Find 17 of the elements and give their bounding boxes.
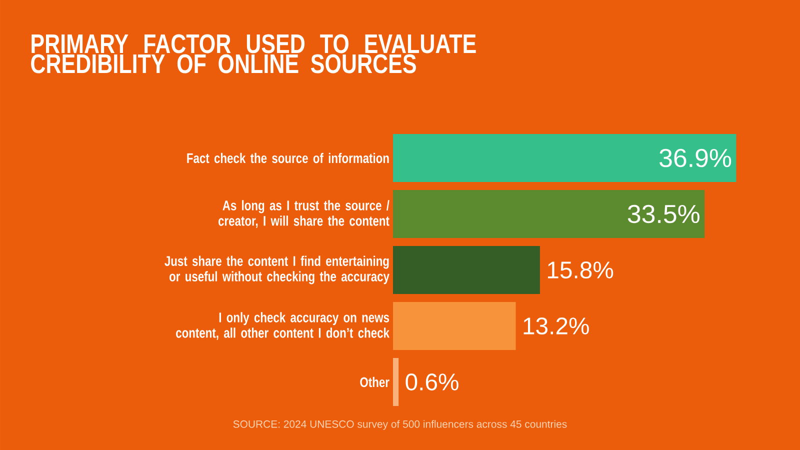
data-label: 0.6% (406, 374, 458, 390)
data-label: 13.2% (524, 318, 589, 334)
data-label: 36.9% (660, 148, 732, 168)
y-tick-label: Other (360, 376, 390, 388)
chart-title: PRIMARY FACTOR USED TO EVALUATE CREDIBILITY OF ONLINE SOURCES (31, 34, 476, 74)
y-tick-label: I only check accuracy on news content, all other content I don’t check (176, 312, 390, 340)
source-note: SOURCE: 2024 UNESCO survey of 500 influencers across 45 countries (233, 420, 567, 430)
bar (393, 302, 516, 350)
bar (393, 134, 736, 182)
bar (393, 358, 399, 406)
data-label: 15.8% (548, 262, 614, 278)
y-tick-label: Just share the content I find entertaining or useful without checking the accuracy (164, 256, 390, 284)
bar (393, 190, 705, 238)
data-label: 33.5% (628, 204, 700, 224)
bar (393, 246, 540, 294)
y-tick-label: Fact check the source of information (187, 152, 389, 164)
y-tick-label: As long as I trust the source / creator, I will share the content (218, 200, 390, 228)
